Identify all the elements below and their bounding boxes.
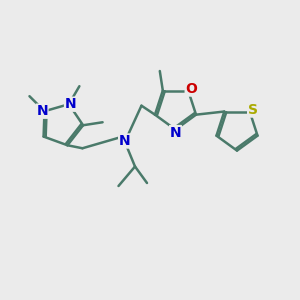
Text: N: N (36, 104, 48, 118)
Text: N: N (64, 97, 76, 111)
Text: O: O (185, 82, 197, 96)
Text: S: S (248, 103, 258, 117)
Text: N: N (170, 126, 181, 140)
Text: N: N (119, 134, 130, 148)
